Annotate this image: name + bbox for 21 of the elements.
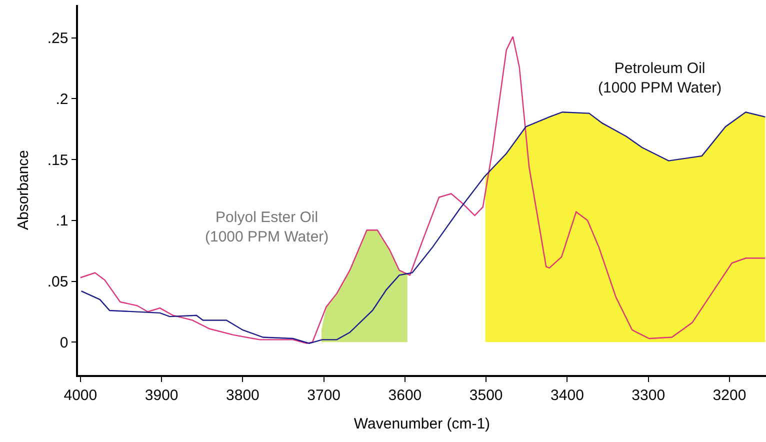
y-axis-title: Absorbance — [15, 150, 32, 230]
annotation: Polyol Ester Oil (1000 PPM Water) — [205, 209, 329, 246]
x-axis-title: Wavenumber (cm-1) — [354, 415, 490, 432]
x-tick-label: 3600 — [388, 386, 422, 404]
annotation: Petroleum Oil (1000 PPM Water) — [598, 60, 722, 96]
x-tick-label: 3400 — [550, 386, 584, 404]
line-series — [80, 36, 766, 344]
x-tick-label: 3500 — [469, 386, 503, 404]
x-tick-label: 4000 — [64, 386, 98, 404]
x-tick-label: 3800 — [226, 386, 260, 404]
y-tick-label: .05 — [47, 274, 68, 291]
x-tick-label: 3900 — [144, 386, 178, 404]
x-tick-label: 3700 — [307, 386, 341, 404]
y-tick-label: .1 — [56, 212, 68, 230]
y-tick-label: .25 — [47, 30, 68, 48]
x-tick-label: 3200 — [712, 386, 746, 404]
x-tick-label: 3300 — [632, 386, 666, 404]
y-tick-label: 0 — [60, 334, 68, 352]
y-tick-label: .15 — [47, 152, 68, 169]
y-tick-label: .2 — [56, 90, 68, 108]
line-series — [80, 112, 766, 344]
